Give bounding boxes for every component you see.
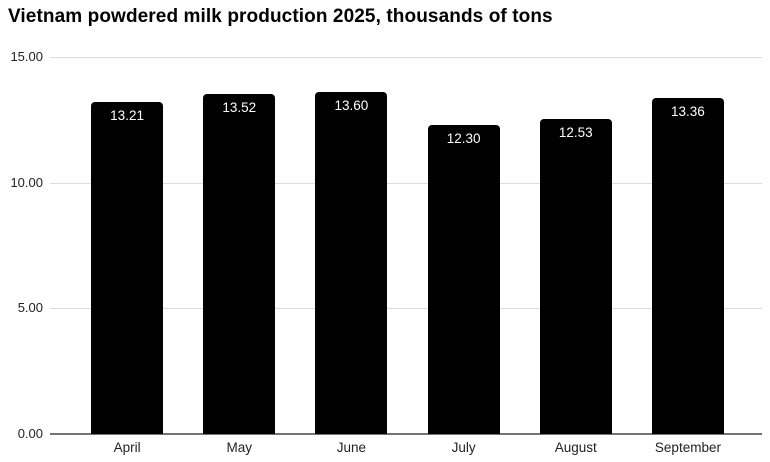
bar-august[interactable]: 12.53 bbox=[539, 119, 612, 434]
x-axis-line bbox=[50, 433, 762, 435]
x-axis-category-label: August bbox=[554, 440, 597, 455]
bar-value-label: 13.60 bbox=[334, 98, 369, 114]
bar-band: 13.60 bbox=[295, 57, 407, 434]
y-axis-tick-label: 10.00 bbox=[10, 174, 43, 190]
x-axis-category-label: May bbox=[226, 440, 253, 455]
bar-value-label: 13.21 bbox=[110, 108, 144, 123]
bar-value-label: 13.52 bbox=[222, 100, 257, 116]
y-axis-tick-label: 0.00 bbox=[17, 426, 43, 441]
bar-april[interactable]: 13.21 bbox=[91, 102, 164, 434]
x-axis-category-label: September bbox=[654, 440, 721, 455]
bar-september[interactable]: 13.36 bbox=[651, 98, 724, 434]
plot-area bbox=[50, 57, 762, 435]
bar-band: 12.30 bbox=[408, 57, 520, 434]
bar-value-label: 12.30 bbox=[446, 130, 481, 146]
bar-band: 13.21 bbox=[71, 57, 183, 434]
bar-may[interactable]: 13.52 bbox=[203, 94, 276, 434]
x-axis-labels: April May June July August September bbox=[71, 440, 744, 455]
y-axis-tick-label: 5.00 bbox=[17, 300, 43, 316]
bar-june[interactable]: 13.60 bbox=[315, 92, 388, 434]
y-axis-tick-label: 15.00 bbox=[10, 49, 43, 64]
bar-band: 13.52 bbox=[183, 57, 295, 434]
bar-value-label: 12.53 bbox=[558, 125, 593, 141]
chart-title: Vietnam powdered milk production 2025, t… bbox=[8, 6, 553, 27]
gridline bbox=[50, 182, 762, 184]
bar-band: 13.36 bbox=[632, 57, 744, 434]
x-axis-category-label: July bbox=[451, 440, 476, 455]
x-axis-category-label: April bbox=[113, 440, 141, 455]
x-axis-category-label: June bbox=[336, 440, 367, 455]
gridline bbox=[50, 308, 762, 310]
bar-value-label: 13.36 bbox=[671, 104, 705, 120]
bar-band: 12.53 bbox=[520, 57, 632, 434]
bar-july[interactable]: 12.30 bbox=[427, 124, 500, 434]
bar-series: 13.21 13.52 13.60 12.30 12.53 13.36 bbox=[71, 57, 744, 434]
gridline bbox=[50, 57, 762, 58]
